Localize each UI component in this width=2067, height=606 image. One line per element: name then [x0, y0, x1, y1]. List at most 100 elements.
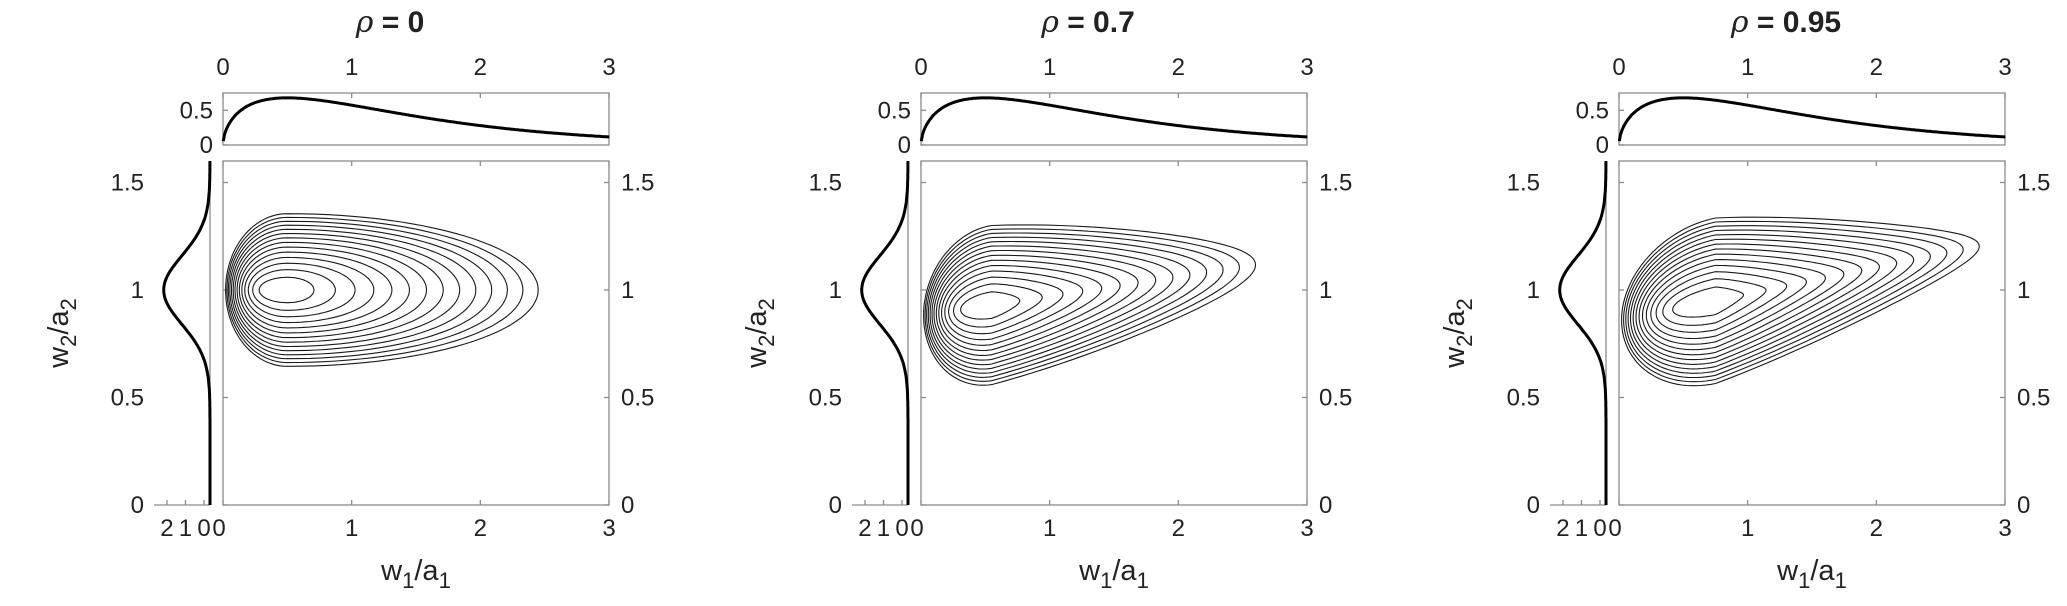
contour-level-1	[960, 291, 1021, 320]
x-label-w: w	[380, 555, 403, 587]
left-marginal-curve	[860, 160, 910, 505]
top-marginal-x-tick-label: 0	[1612, 54, 1625, 81]
contour-level-10	[929, 240, 1191, 370]
left-marginal-x-tick-label: 2	[858, 515, 871, 542]
panel-title: ρ = 0.7	[1040, 5, 1135, 40]
contour-level-11	[927, 236, 1208, 374]
contour-level-1	[1672, 286, 1745, 318]
contour-level-14	[225, 213, 539, 367]
contour-level-12	[926, 232, 1224, 378]
x-label-sub1: 1	[1798, 568, 1810, 593]
contour-level-6	[938, 259, 1121, 352]
contour-level-5	[1645, 259, 1826, 345]
right-y-tick-label: 0.5	[2017, 385, 2050, 412]
contour-level-12	[1625, 225, 1948, 379]
top-marginal-curve	[221, 96, 610, 142]
left-y-tick-label: 1	[131, 277, 144, 304]
main-x-zero-extra-label: 0	[1608, 515, 1621, 542]
contour-level-8	[1635, 243, 1880, 361]
top-marginal-x-tick-label: 2	[1172, 54, 1185, 81]
contour-level-10	[1629, 234, 1915, 370]
top-marginal-y-tick-label: 0	[200, 132, 213, 159]
x-label-sub2: 1	[1835, 568, 1847, 593]
x-label-a: /a	[1112, 555, 1137, 587]
top-marginal-y-tick-label: 0	[1596, 132, 1609, 159]
contour-level-9	[931, 245, 1174, 366]
left-marginal-x-tick-label: 2	[1556, 515, 1569, 542]
left-y-tick-label: 1.5	[1507, 170, 1540, 197]
contour-level-13	[1623, 220, 1964, 383]
top-marginal-x-tick-label: 1	[1741, 54, 1754, 81]
contour-level-6	[238, 246, 410, 334]
x-label-sub2: 1	[439, 568, 451, 593]
main-plot-frame	[222, 160, 610, 506]
main-x-tick-label: 2	[1870, 515, 1883, 542]
contour-level-14	[1621, 216, 1980, 387]
title-value: = 0.7	[1059, 6, 1135, 39]
right-y-tick-label: 1.5	[1319, 170, 1352, 197]
main-plot-frame	[1618, 160, 2006, 506]
main-x-zero-extra-label: 0	[212, 515, 225, 542]
top-marginal-x-tick-label: 3	[1300, 54, 1313, 81]
left-y-tick-label: 0	[1527, 492, 1540, 519]
contour-level-9	[1632, 238, 1898, 365]
contour-level-4	[944, 270, 1084, 341]
top-marginal-x-tick-label: 2	[474, 54, 487, 81]
left-marginal-x-tick-label: 2	[160, 515, 173, 542]
contour-level-11	[229, 224, 493, 356]
contour-level-7	[935, 254, 1139, 356]
contour-level-12	[227, 220, 508, 360]
x-label-a: /a	[414, 555, 439, 587]
left-y-tick-label: 0	[829, 492, 842, 519]
main-x-tick-label: 2	[1172, 515, 1185, 542]
left-marginal-curve	[162, 160, 212, 505]
contour-level-11	[1627, 229, 1931, 374]
contour-level-5	[241, 251, 393, 329]
main-x-zero-extra-label: 0	[910, 515, 923, 542]
y-label-w: w	[43, 346, 75, 369]
x-label-sub1: 1	[402, 568, 414, 593]
contour-lines	[1621, 216, 1980, 387]
left-marginal-x-tick-label: 1	[179, 515, 192, 542]
y-label-sub2: 2	[754, 298, 779, 310]
main-x-tick-label: 2	[474, 515, 487, 542]
contour-lines	[923, 224, 1257, 386]
x-label-w: w	[1078, 555, 1101, 587]
right-y-tick-label: 1	[621, 277, 634, 304]
main-x-tick-label: 1	[345, 515, 358, 542]
left-marginal-x-tick-label: 0	[1593, 515, 1606, 542]
x-label-a: /a	[1810, 555, 1835, 587]
top-marginal-x-tick-label: 2	[1870, 54, 1883, 81]
left-y-tick-label: 0.5	[111, 385, 144, 412]
top-marginal-y-tick-label: 0	[898, 132, 911, 159]
top-marginal-frame	[222, 92, 610, 146]
top-marginal-curve	[1617, 96, 2006, 142]
title-rho-symbol: ρ	[1730, 5, 1749, 40]
panel-title: ρ = 0.95	[1730, 5, 1841, 40]
contour-level-3	[247, 262, 356, 318]
y-label-sub2: 2	[1452, 298, 1477, 310]
panel-1: ρ = 00 1 2 300.52 1 0 000.511.5w2/a21 2 300.511.…	[43, 5, 654, 593]
y-label-sub1: 2	[56, 335, 81, 347]
x-axis-label: w1/a1	[380, 555, 451, 593]
contour-level-13	[226, 216, 524, 364]
top-marginal-x-tick-label: 3	[1998, 54, 2011, 81]
y-label-a: /a	[1439, 310, 1471, 335]
left-marginal-curve	[1558, 160, 1608, 505]
left-marginal-x-tick-label: 0	[895, 515, 908, 542]
contour-level-2	[952, 283, 1043, 328]
y-label-sub1: 2	[1452, 335, 1477, 347]
main-plot-frame	[920, 160, 1308, 506]
contour-level-4	[244, 256, 375, 324]
x-axis-label: w1/a1	[1078, 555, 1149, 593]
left-y-tick-label: 0.5	[1507, 385, 1540, 412]
left-y-tick-label: 1	[829, 277, 842, 304]
contour-level-9	[232, 232, 461, 348]
contour-level-1	[258, 276, 315, 304]
x-label-sub1: 1	[1100, 568, 1112, 593]
main-x-tick-label: 1	[1043, 515, 1056, 542]
left-y-tick-label: 0.5	[809, 385, 842, 412]
contour-level-6	[1641, 253, 1845, 351]
contour-level-3	[1655, 271, 1788, 333]
title-value: = 0.95	[1749, 6, 1842, 39]
